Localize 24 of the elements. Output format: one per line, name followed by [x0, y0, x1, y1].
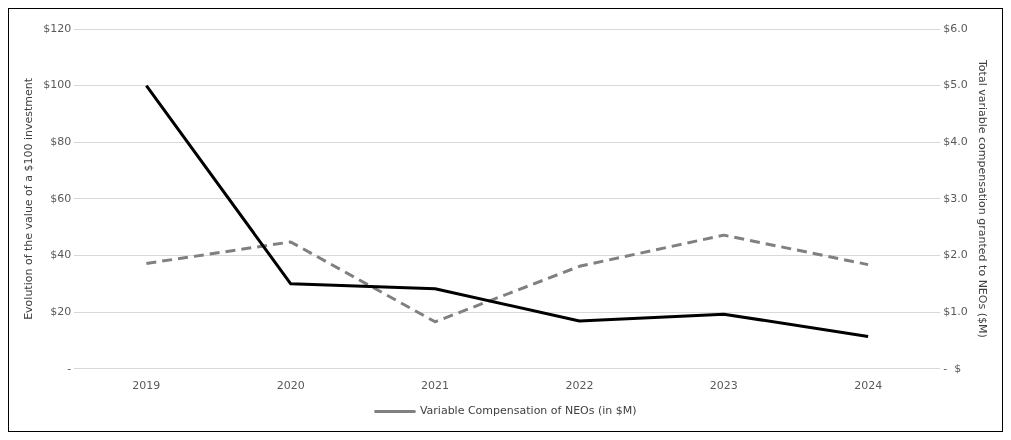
- y-tick-label: $60: [50, 191, 72, 205]
- y2-tick-label: $6.0: [943, 21, 968, 35]
- y2-tick-label: $3.0: [943, 191, 968, 205]
- y2-tick-label: $2.0: [943, 248, 968, 262]
- x-tick-label: 2021: [421, 379, 450, 393]
- x-tick-label: 2024: [854, 379, 883, 393]
- y-tick-label: $100: [43, 78, 72, 92]
- x-tick-label: 2023: [709, 379, 738, 393]
- x-tick-label: 2022: [565, 379, 594, 393]
- y-tick-label: -: [67, 361, 72, 375]
- y-tick-label: $40: [50, 248, 72, 262]
- y2-axis-title: Total variable compensation granted to NEOs ($M): [975, 59, 989, 338]
- x-tick-label: 2020: [276, 379, 305, 393]
- y2-tick-label: $4.0: [943, 135, 968, 149]
- y2-tick-label: - $: [943, 361, 962, 375]
- y-axis-title: Evolution of the value of a $100 investment: [22, 77, 36, 320]
- line-series: [144, 233, 870, 324]
- y-tick-label: $80: [50, 135, 72, 149]
- y2-tick-label: $1.0: [943, 305, 968, 319]
- x-tick-label: 2019: [132, 379, 161, 393]
- legend-label: Variable Compensation of NEOs (in $M): [419, 404, 637, 418]
- y-tick-label: $20: [50, 305, 72, 319]
- y2-tick-label: $5.0: [943, 78, 968, 92]
- y-tick-label: $120: [43, 21, 72, 35]
